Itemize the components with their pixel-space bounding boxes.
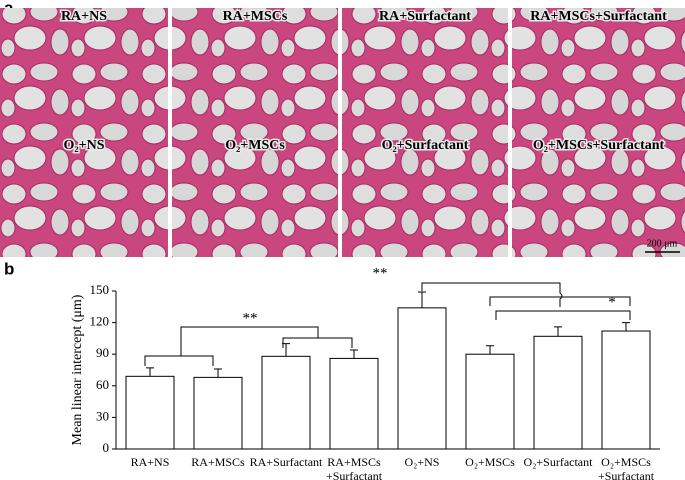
bar (193, 376, 243, 450)
x-tick-label: RA+MSCs (191, 455, 245, 469)
bar (125, 375, 175, 450)
micrograph (342, 137, 508, 257)
y-axis-label: Mean linear intercept (μm) (70, 294, 85, 445)
image-label: RA+MSCs (223, 9, 288, 24)
panel-label: b (4, 259, 14, 278)
micrograph (512, 8, 685, 140)
micrographs (0, 8, 685, 257)
error-bar (282, 343, 290, 357)
bracket (421, 282, 631, 320)
micrograph (172, 8, 338, 140)
image-label: RA+MSCs+Surfactant (530, 9, 667, 24)
bar (261, 355, 311, 450)
micrograph (512, 137, 685, 257)
error-bar (146, 367, 154, 377)
micrograph (172, 137, 338, 257)
x-tick-label: RA+NS (131, 455, 170, 469)
scale-bar-label: 200 μm (647, 238, 678, 249)
micrograph (0, 137, 168, 257)
x-tick-label: RA+Surfactant (250, 455, 323, 469)
bar (533, 335, 583, 450)
image-label: O₂+Surfactant (382, 138, 469, 153)
image-label: O₂+MSCs+Surfactant (533, 138, 665, 153)
error-bar (554, 326, 562, 337)
error-bar (350, 349, 358, 359)
significance: * (608, 294, 616, 310)
image-label: O₂+MSCs (225, 138, 285, 153)
y-tick-label: 90 (96, 345, 109, 360)
image-label: RA+NS (61, 9, 107, 24)
error-bar (214, 368, 222, 378)
x-tick-label: O₂+MSCs +Surfactant (598, 455, 655, 480)
y-tick-label: 60 (96, 377, 109, 392)
micrograph (0, 8, 168, 140)
significance: ** (373, 265, 388, 281)
x-tick-label: O₂+MSCs (465, 455, 515, 469)
error-bar (418, 291, 426, 308)
y-tick-label: 30 (96, 408, 109, 423)
significance: ** (243, 310, 258, 326)
x-tick-label: RA+MSCs +Surfactant (326, 455, 383, 480)
bracket (144, 326, 353, 366)
y-tick-label: 120 (90, 314, 110, 329)
micrograph (342, 8, 508, 140)
image-label: O₂+NS (64, 138, 105, 153)
y-tick-label: 150 (90, 282, 110, 297)
bar (329, 357, 379, 450)
error-bar (622, 322, 630, 332)
image-label: RA+Surfactant (379, 9, 471, 24)
bar (397, 307, 447, 450)
bar (465, 353, 515, 450)
x-tick-label: O₂+Surfactant (524, 455, 594, 469)
error-bar (486, 345, 494, 355)
y-tick-label: 0 (103, 440, 110, 455)
x-tick-label: O₂+NS (405, 455, 440, 469)
bar (601, 330, 651, 450)
